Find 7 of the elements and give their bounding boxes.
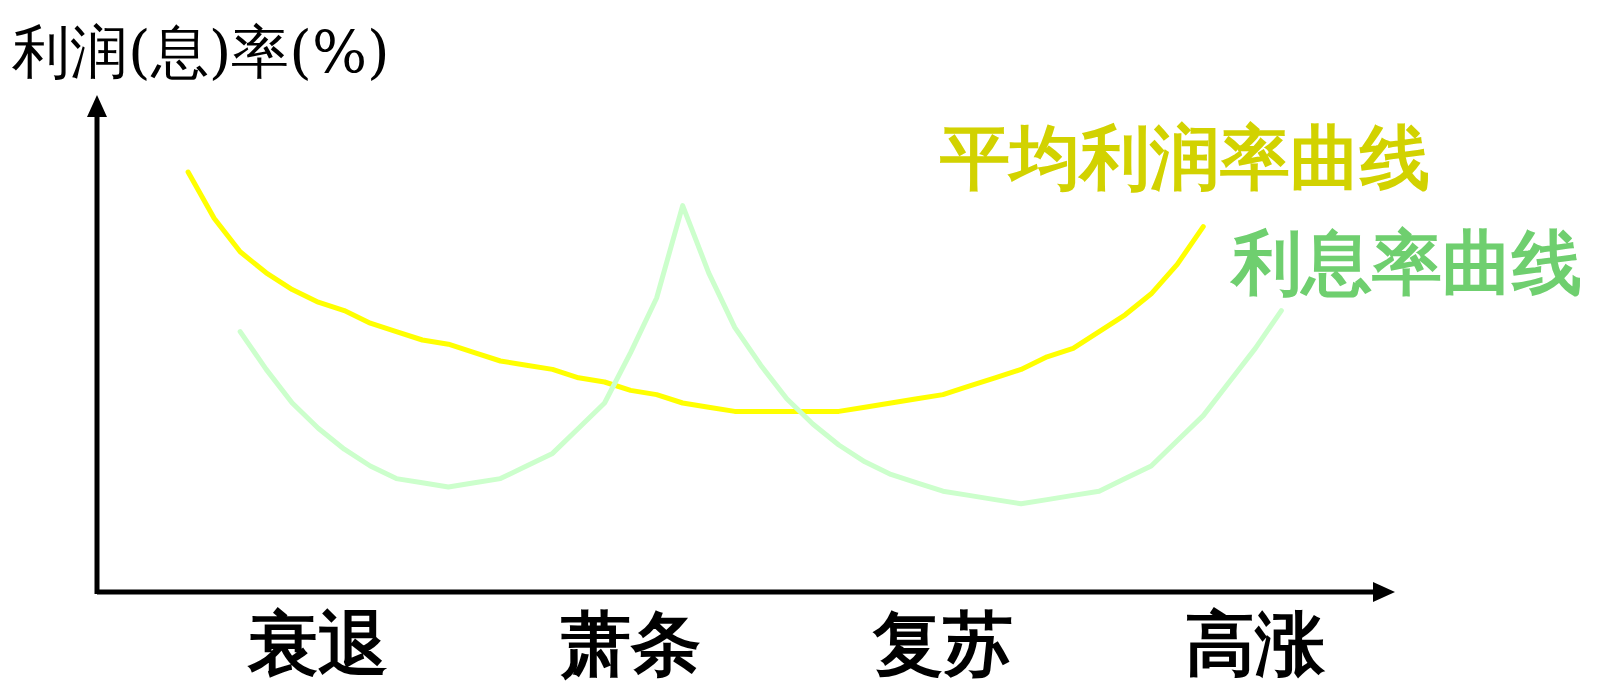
x-tick-label: 衰退 xyxy=(247,602,389,685)
x-tick-label: 高涨 xyxy=(1185,602,1327,685)
series-label: 平均利润率曲线 xyxy=(939,115,1431,199)
y-axis-title: 利润(息)率(%) xyxy=(12,18,390,86)
x-tick-label: 复苏 xyxy=(871,602,1013,685)
series-label: 利息率曲线 xyxy=(1229,220,1583,304)
x-tick-label: 萧条 xyxy=(559,602,701,685)
